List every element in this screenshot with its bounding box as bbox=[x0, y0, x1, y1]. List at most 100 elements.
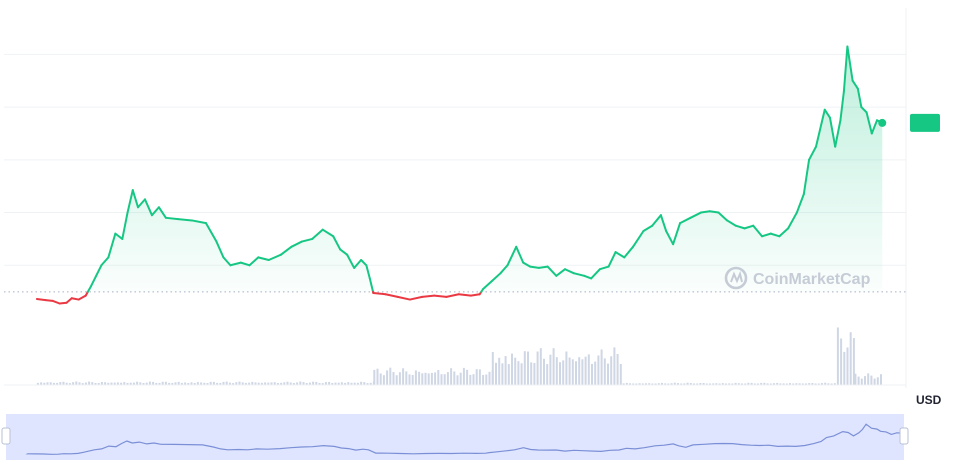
volume-bar bbox=[248, 382, 251, 385]
price-segment bbox=[51, 299, 61, 305]
price-segment bbox=[257, 256, 270, 261]
volume-bar bbox=[661, 382, 663, 385]
volume-bar bbox=[635, 383, 638, 385]
price-segment bbox=[89, 274, 98, 288]
volume-bar bbox=[244, 382, 247, 385]
volume-bar bbox=[49, 382, 52, 385]
volume-bar bbox=[549, 354, 552, 385]
price-segment bbox=[623, 245, 635, 259]
current-price-dot bbox=[878, 118, 887, 127]
volume-bar bbox=[360, 381, 363, 385]
price-segment bbox=[469, 293, 481, 297]
volume-bar bbox=[546, 364, 549, 385]
volume-bar bbox=[475, 369, 478, 385]
volume-bar bbox=[299, 381, 302, 385]
volume-bar bbox=[846, 347, 849, 385]
volume-bar bbox=[482, 374, 485, 385]
volume-bar bbox=[645, 383, 647, 385]
current-price-badge bbox=[910, 113, 940, 132]
volume-bar bbox=[402, 368, 405, 385]
volume-bar bbox=[398, 372, 401, 385]
volume-bar bbox=[238, 381, 241, 385]
price-segment bbox=[239, 261, 251, 267]
volume-bar bbox=[568, 357, 571, 385]
volume-bar bbox=[200, 382, 203, 385]
navigator-left-handle[interactable] bbox=[1, 427, 11, 445]
price-segment bbox=[865, 111, 873, 135]
volume-bar bbox=[523, 351, 526, 385]
volume-bars bbox=[4, 327, 906, 386]
price-segment bbox=[137, 198, 146, 209]
volume-bar bbox=[641, 383, 644, 385]
volume-bar bbox=[613, 347, 616, 385]
volume-bar bbox=[657, 383, 660, 385]
volume-bar bbox=[462, 367, 465, 385]
price-segment bbox=[743, 224, 755, 230]
volume-bar bbox=[648, 383, 651, 385]
navigator-right-handle[interactable] bbox=[899, 427, 909, 445]
volume-bar bbox=[232, 383, 235, 385]
volume-bar bbox=[801, 383, 804, 385]
volume-bar bbox=[84, 382, 87, 385]
volume-bar bbox=[190, 382, 193, 385]
price-segment bbox=[699, 210, 711, 214]
price-segment bbox=[365, 264, 371, 280]
volume-bar bbox=[731, 383, 734, 385]
volume-bar bbox=[511, 353, 513, 385]
volume-bar bbox=[136, 381, 139, 385]
price-segment bbox=[65, 297, 73, 304]
volume-bar bbox=[833, 383, 836, 385]
price-segment bbox=[131, 189, 140, 209]
price-segment bbox=[311, 228, 324, 240]
volume-bar bbox=[597, 355, 600, 385]
price-segment bbox=[614, 251, 626, 259]
price-segment bbox=[300, 237, 314, 243]
volume-bar bbox=[206, 383, 209, 385]
volume-bar bbox=[302, 382, 305, 385]
volume-bar bbox=[296, 382, 299, 385]
volume-bar bbox=[805, 383, 807, 385]
volume-bar bbox=[113, 382, 116, 385]
price-segment bbox=[360, 259, 368, 267]
price-segment bbox=[842, 45, 849, 93]
volume-bar bbox=[305, 383, 308, 385]
volume-bar bbox=[264, 382, 267, 385]
volume-bar bbox=[331, 383, 334, 385]
volume-bar bbox=[392, 372, 395, 385]
volume-bar bbox=[427, 373, 430, 385]
price-segment bbox=[204, 222, 218, 243]
volume-bar bbox=[472, 374, 475, 385]
volume-bar bbox=[821, 383, 823, 385]
volume-bar bbox=[814, 383, 817, 385]
volume-bar bbox=[670, 383, 673, 385]
volume-bar bbox=[443, 374, 446, 385]
price-segment bbox=[396, 295, 411, 301]
volume-bar bbox=[836, 327, 839, 385]
volume-bar bbox=[91, 382, 94, 385]
price-segment bbox=[846, 45, 854, 82]
volume-bar bbox=[411, 375, 414, 385]
volume-bar bbox=[283, 382, 286, 385]
volume-bar bbox=[216, 382, 219, 385]
price-segment bbox=[368, 277, 375, 293]
range-navigator[interactable] bbox=[1, 414, 909, 460]
volume-bar bbox=[289, 382, 292, 385]
volume-bar bbox=[773, 383, 775, 385]
volume-bar bbox=[782, 383, 785, 385]
volume-bar bbox=[827, 383, 830, 385]
price-segment bbox=[860, 106, 868, 114]
volume-bar bbox=[129, 382, 132, 385]
volume-bar bbox=[56, 382, 59, 385]
volume-bar bbox=[145, 382, 148, 385]
volume-bar bbox=[514, 357, 517, 385]
volume-bar bbox=[808, 383, 811, 385]
volume-bar bbox=[527, 351, 529, 385]
volume-bar bbox=[488, 371, 491, 385]
volume-bar bbox=[789, 383, 791, 385]
volume-bar bbox=[46, 382, 49, 385]
price-segment bbox=[421, 294, 436, 298]
volume-bar bbox=[418, 371, 421, 385]
price-segment bbox=[191, 219, 207, 225]
price-segment bbox=[802, 158, 811, 196]
volume-bar bbox=[533, 363, 536, 385]
